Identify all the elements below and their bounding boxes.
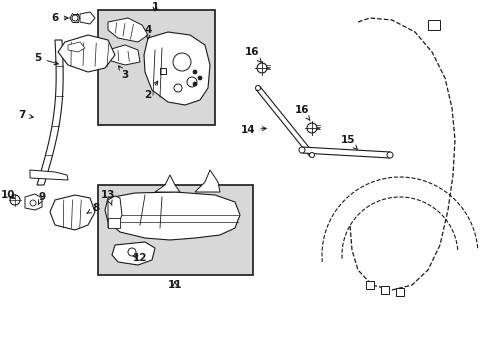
- Polygon shape: [301, 147, 389, 158]
- Bar: [160, 68, 165, 74]
- Polygon shape: [58, 35, 115, 72]
- Text: 7: 7: [18, 110, 33, 120]
- Polygon shape: [108, 196, 122, 228]
- Bar: [365, 281, 373, 289]
- Text: 16: 16: [244, 47, 261, 62]
- Polygon shape: [112, 242, 155, 265]
- Polygon shape: [68, 42, 85, 52]
- Circle shape: [386, 152, 392, 158]
- Polygon shape: [256, 86, 313, 157]
- Polygon shape: [108, 45, 140, 65]
- Circle shape: [298, 147, 305, 153]
- Circle shape: [10, 195, 20, 205]
- Text: 1: 1: [151, 2, 158, 12]
- Polygon shape: [37, 40, 63, 185]
- Circle shape: [255, 85, 260, 90]
- Text: 13: 13: [101, 190, 115, 205]
- Text: 3: 3: [119, 66, 128, 80]
- Text: 14: 14: [240, 125, 265, 135]
- Circle shape: [198, 76, 202, 80]
- Polygon shape: [105, 192, 240, 240]
- Polygon shape: [195, 170, 220, 192]
- Circle shape: [193, 82, 197, 86]
- Text: 6: 6: [51, 13, 68, 23]
- Polygon shape: [80, 12, 95, 24]
- Circle shape: [30, 200, 36, 206]
- Bar: [427, 20, 439, 30]
- Text: 15: 15: [340, 135, 357, 150]
- Text: 8: 8: [87, 203, 100, 213]
- Polygon shape: [108, 218, 120, 228]
- Circle shape: [72, 15, 78, 21]
- Bar: [380, 286, 388, 294]
- Polygon shape: [108, 18, 148, 42]
- Circle shape: [186, 77, 197, 87]
- Circle shape: [173, 53, 191, 71]
- Circle shape: [174, 84, 182, 92]
- Circle shape: [257, 63, 266, 73]
- Bar: [98, 10, 215, 125]
- Text: 9: 9: [38, 192, 45, 205]
- Circle shape: [128, 248, 136, 256]
- Circle shape: [193, 70, 197, 74]
- Polygon shape: [25, 194, 42, 210]
- Text: 16: 16: [294, 105, 309, 120]
- Polygon shape: [30, 170, 68, 180]
- Text: 12: 12: [132, 253, 147, 263]
- Circle shape: [306, 123, 316, 133]
- Polygon shape: [143, 32, 209, 105]
- Bar: [98, 185, 252, 275]
- Text: 4: 4: [144, 25, 151, 39]
- Bar: [395, 288, 403, 296]
- Polygon shape: [50, 195, 95, 230]
- Text: 11: 11: [167, 280, 182, 290]
- Text: 2: 2: [144, 81, 158, 100]
- Text: 10: 10: [1, 190, 15, 200]
- Text: 5: 5: [34, 53, 58, 65]
- Polygon shape: [155, 175, 180, 192]
- Circle shape: [309, 153, 314, 157]
